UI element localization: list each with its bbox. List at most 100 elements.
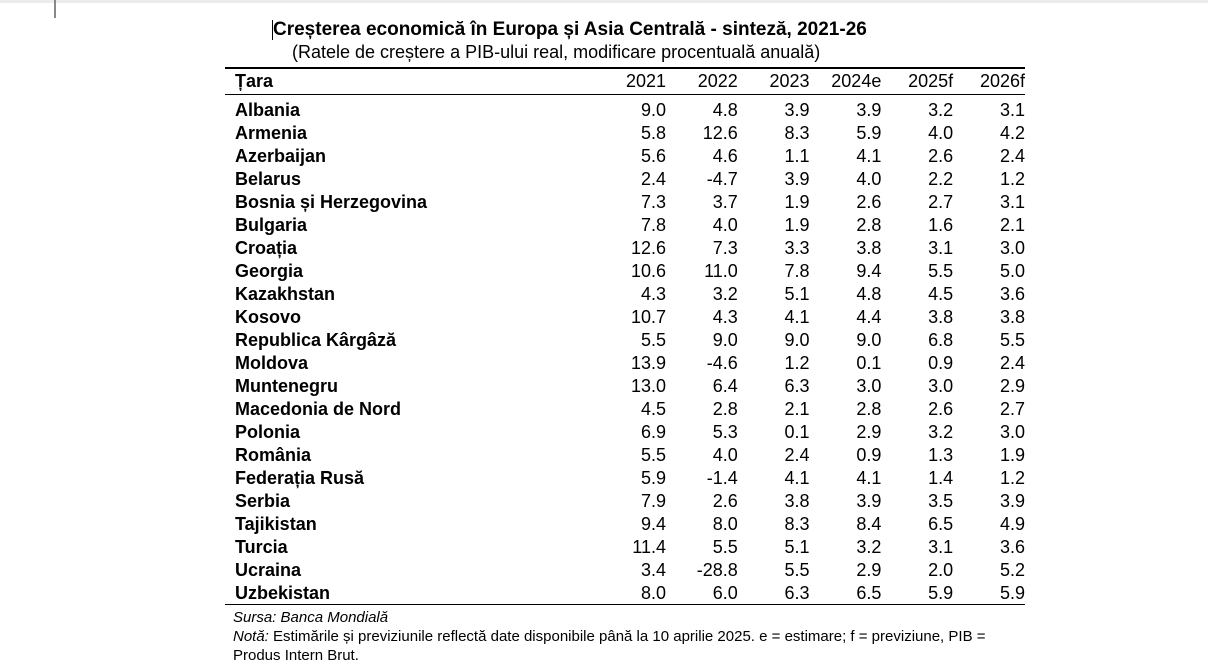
country-name: Croația [235,237,298,258]
country-name: Azerbaijan [235,145,327,166]
source-text: Banca Mondială [276,609,389,626]
growth-value: 6.5 [928,513,954,534]
growth-value: 3.3 [784,237,810,258]
country-name: Kosovo [235,306,302,327]
growth-value: 0.9 [856,444,882,465]
growth-value: 12.6 [702,122,738,143]
source-line: Sursa: Banca Mondială [233,608,993,627]
note-label: Notă: [233,628,269,645]
growth-value: 3.0 [999,237,1025,258]
growth-value: 9.4 [640,513,666,534]
growth-value: 0.1 [784,421,810,442]
growth-value: 1.2 [999,467,1025,488]
growth-value: 1.9 [784,191,810,212]
note-line: Notă: Estimările și previziunile reflect… [233,627,993,665]
growth-value: 1.4 [928,467,954,488]
country-name: Ucraina [235,559,302,580]
growth-value: 3.9 [856,490,882,511]
growth-value: 3.1 [928,536,954,557]
growth-value: 2.4 [640,168,666,189]
growth-value: 13.9 [630,352,666,373]
country-name: Tajikistan [235,513,317,534]
growth-value: 4.8 [712,99,738,120]
column-header-year: 2023 [769,71,810,91]
column-header-country: Țara [235,71,274,91]
country-name: România [235,444,312,465]
table-row: Muntenegru 13.0 6.4 6.3 3.0 3.0 2.9 [225,374,1025,397]
growth-value: 5.5 [640,329,666,350]
growth-value: 4.1 [856,467,882,488]
growth-value: 2.4 [784,444,810,465]
growth-value: 2.4 [999,352,1025,373]
growth-value: 3.8 [784,490,810,511]
table-title: Creșterea economică în Europa și Asia Ce… [273,19,867,40]
growth-value: 0.9 [928,352,954,373]
table-row: Croația 12.6 7.3 3.3 3.8 3.1 3.0 [225,236,1025,259]
growth-value: 5.5 [640,444,666,465]
growth-value: 2.9 [856,421,882,442]
growth-value: 1.2 [784,352,810,373]
growth-value: 7.8 [640,214,666,235]
growth-value: -1.4 [706,467,738,488]
growth-value: 13.0 [630,375,666,396]
growth-value: 6.9 [640,421,666,442]
growth-value: 4.9 [999,513,1025,534]
growth-value: 5.1 [784,283,810,304]
column-header-year: 2026f [979,71,1025,91]
growth-value: 5.9 [640,467,666,488]
growth-value: 3.9 [784,99,810,120]
growth-value: 8.4 [856,513,882,534]
growth-value: 3.2 [712,283,738,304]
text-cursor [272,20,273,40]
growth-value: 8.3 [784,122,810,143]
growth-value: 4.0 [712,444,738,465]
table-row: Turcia 11.4 5.5 5.1 3.2 3.1 3.6 [225,535,1025,558]
table-row: Macedonia de Nord 4.5 2.8 2.1 2.8 2.6 2.7 [225,397,1025,420]
table-row: Kosovo 10.7 4.3 4.1 4.4 3.8 3.8 [225,305,1025,328]
growth-value: 3.9 [856,99,882,120]
growth-value: 7.8 [784,260,810,281]
growth-value: 2.6 [712,490,738,511]
country-name: Macedonia de Nord [235,398,402,419]
growth-value: 3.9 [784,168,810,189]
growth-value: 2.9 [999,375,1025,396]
growth-value: 2.4 [999,145,1025,166]
growth-value: 0.1 [856,352,882,373]
table-row: Azerbaijan 5.6 4.6 1.1 4.1 2.6 2.4 [225,144,1025,167]
growth-value: 1.6 [928,214,954,235]
growth-value: 7.3 [712,237,738,258]
growth-value: 6.0 [712,582,738,603]
growth-value: 2.7 [928,191,954,212]
ruler-marker [54,0,56,18]
growth-value: 11.4 [632,536,666,557]
growth-value: 9.4 [856,260,882,281]
source-label: Sursa: [233,609,277,626]
growth-value: 3.4 [640,559,666,580]
growth-value: 4.1 [784,467,810,488]
country-name: Turcia [235,536,288,557]
growth-value: 3.1 [999,191,1025,212]
table-row: Belarus 2.4 -4.7 3.9 4.0 2.2 1.2 [225,167,1025,190]
growth-value: 5.9 [928,582,954,603]
table-row: Armenia 5.8 12.6 8.3 5.9 4.0 4.2 [225,121,1025,144]
growth-value: 12.6 [630,237,666,258]
growth-value: 7.9 [640,490,666,511]
table-row: Moldova 13.9 -4.6 1.2 0.1 0.9 2.4 [225,351,1025,374]
growth-value: 2.7 [999,398,1025,419]
growth-value: 2.9 [856,559,882,580]
growth-value: 4.8 [856,283,882,304]
growth-value: 6.5 [856,582,882,603]
country-name: Federația Rusă [235,467,365,488]
table-row: Georgia 10.6 11.0 7.8 9.4 5.5 5.0 [225,259,1025,282]
growth-value: 2.0 [928,559,954,580]
growth-value: 4.6 [712,145,738,166]
growth-value: 9.0 [784,329,810,350]
column-header-year: 2024e [831,71,882,91]
column-header-year: 2025f [908,71,954,91]
growth-value: 8.0 [640,582,666,603]
growth-value: 5.5 [928,260,954,281]
country-name: Muntenegru [235,375,338,396]
growth-value: 2.8 [712,398,738,419]
growth-value: 3.6 [999,283,1025,304]
growth-value: 3.0 [928,375,954,396]
